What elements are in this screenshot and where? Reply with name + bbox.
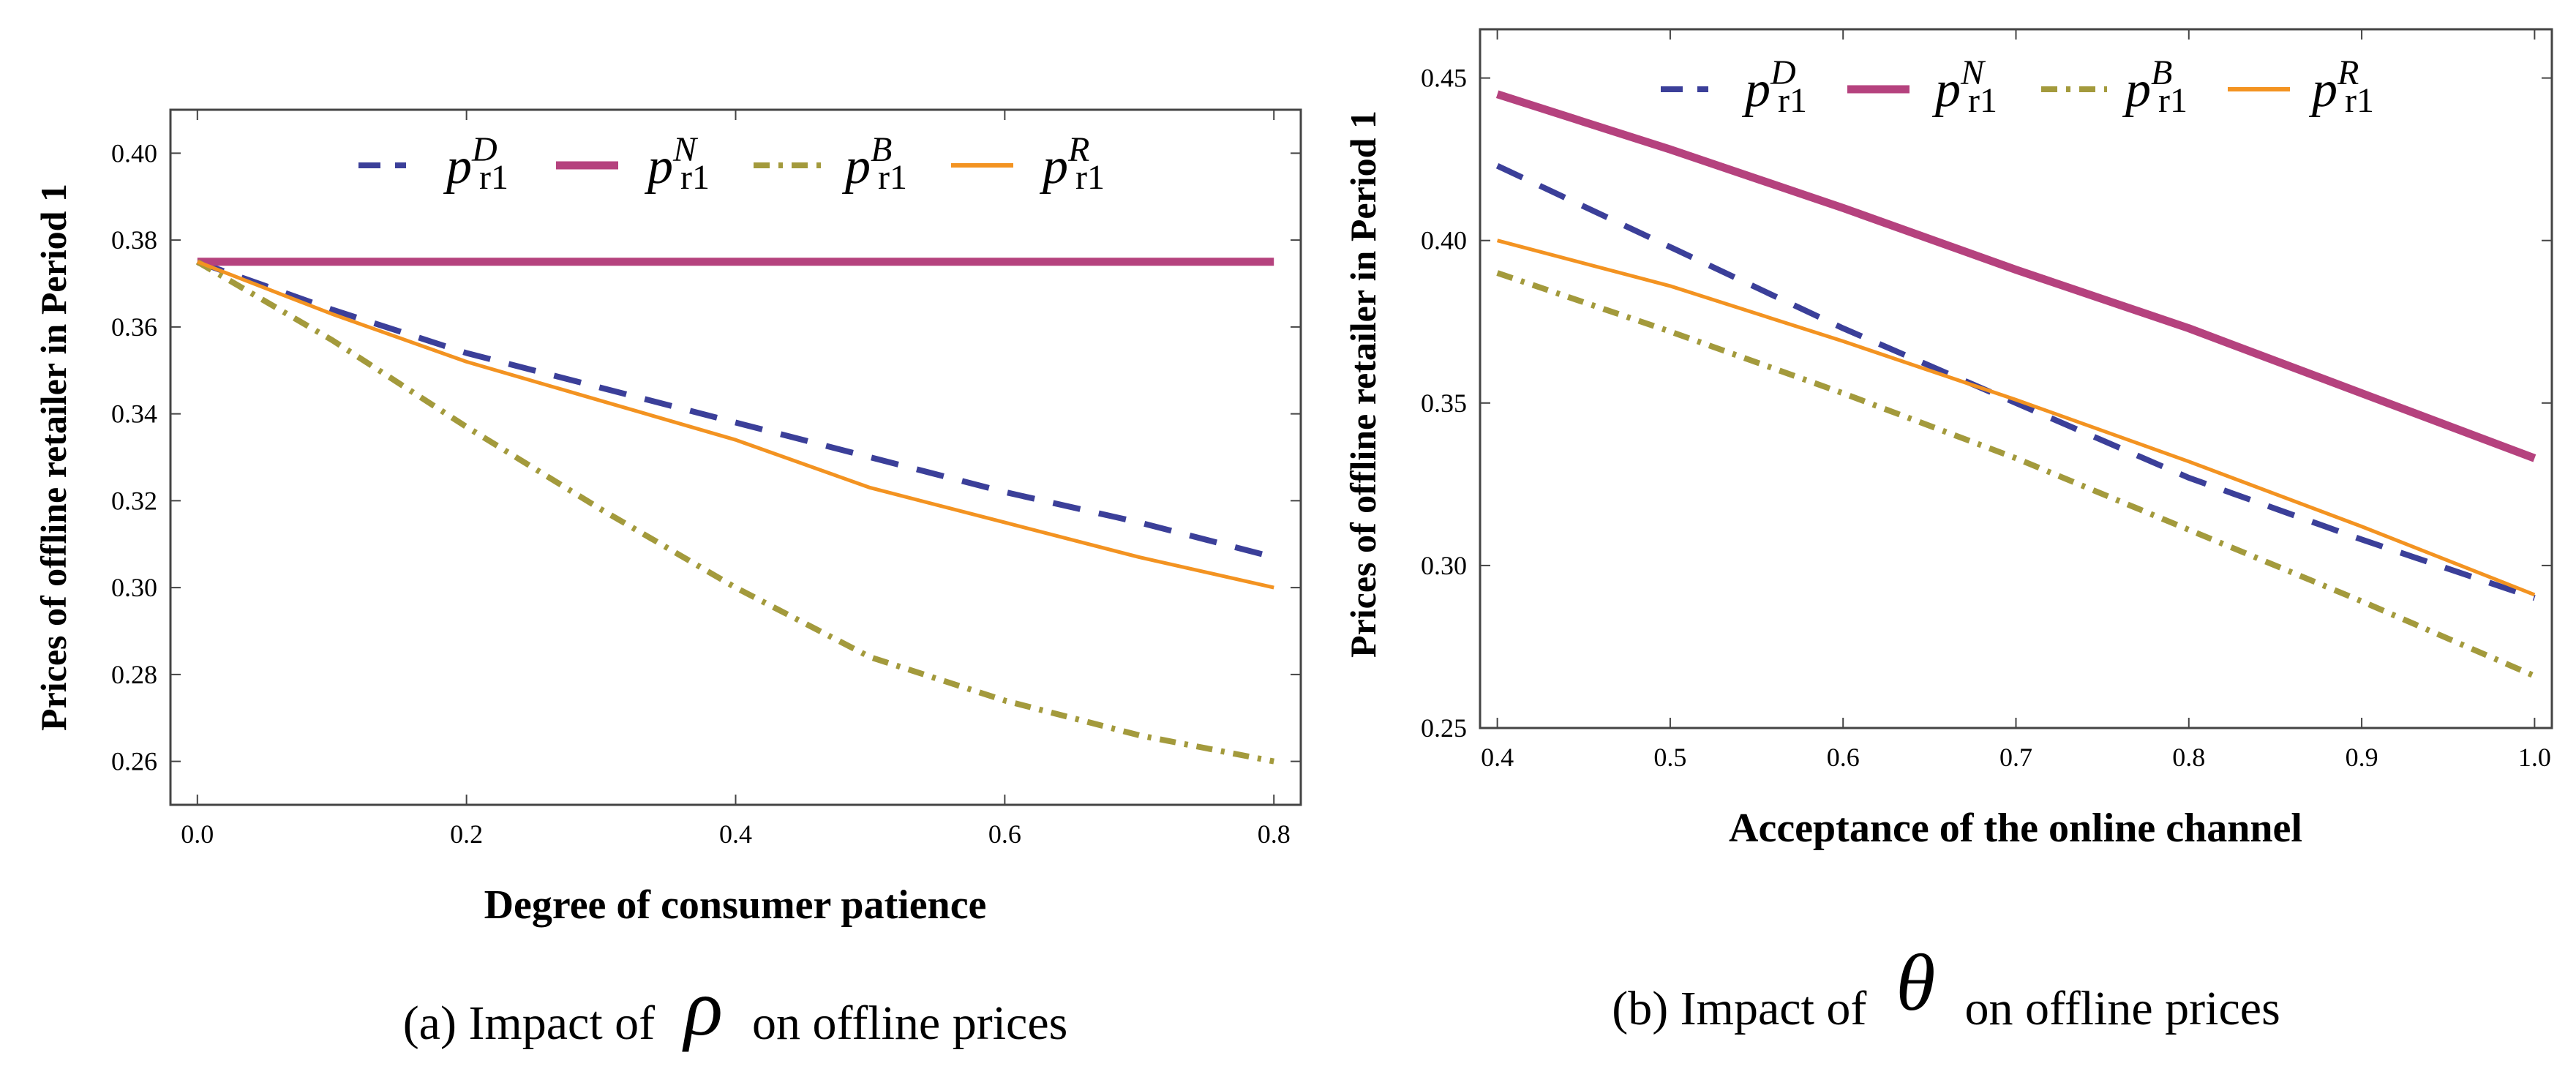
y-tick-label-b: 0.30 [1421,551,1467,580]
legend-a-label-B: pB r1 [841,130,907,197]
legend-a-label-D: pD r1 [443,130,508,197]
y-axis-label-a: Prices of offline retailer in Period 1 [33,184,74,731]
x-tick-label-a: 0.6 [988,819,1021,849]
y-tick-label-b: 0.45 [1421,64,1467,93]
series-line-b-B [1496,270,2536,679]
y-tick-label-a: 0.32 [111,486,157,515]
caption-b: (b) Impact of θ on offline prices [1612,938,2280,1035]
series-line-a-D [196,259,1275,560]
legend-b-item-D: pD r1 [1661,53,1807,120]
legend-b: pD r1 pN r1 pB r1 pR r1 [1661,53,2374,120]
series-line-b-R [1496,239,2536,597]
x-axis-label-a: Degree of consumer patience [484,882,987,928]
y-tick-label-a: 0.38 [111,225,157,255]
y-tick-label-a: 0.40 [111,138,157,168]
x-tick-label-a: 0.4 [719,819,752,849]
x-tick-label-b: 0.4 [1481,743,1514,772]
panel-a: 0.0 0.2 0.4 0.6 0.8 0.26 0.28 0.30 0.32 0.34 0.36 0… [33,108,1302,1052]
plot-frame-b [1479,28,2553,729]
y-tick-label-a: 0.28 [111,660,157,689]
x-tick-label-b: 1.0 [2518,743,2551,772]
x-tick-label-b: 0.7 [1999,743,2032,772]
x-tick-label-b: 0.9 [2346,743,2378,772]
legend-b-label-D: pD r1 [1741,53,1807,120]
x-tick-label-a: 0.2 [450,819,483,849]
y-tick-label-b: 0.25 [1421,713,1467,743]
legend-a-label-R: pR r1 [1039,130,1105,197]
plot-frame-a [169,108,1302,806]
series-line-a-R [196,260,1274,590]
y-tick-label-a: 0.34 [111,399,157,429]
legend-b-item-N: pN r1 [1847,53,1997,120]
x-axis-label-b: Acceptance of the online channel [1729,806,2302,851]
y-tick-label-b: 0.40 [1421,226,1467,255]
y-tick-label-a: 0.26 [111,747,157,776]
series-line-a-B [195,259,1274,765]
y-tick-label-a: 0.36 [111,312,157,342]
ticks-b: 0.4 0.5 0.6 0.7 0.8 0.9 1.0 0.25 0.30 0.35 0.40 0.4… [1421,29,2552,772]
series-b [1495,90,2536,679]
legend-b-label-B: pB r1 [2122,53,2188,120]
legend-a: pD r1 pN r1 pB r1 pR r1 [358,130,1105,197]
series-line-b-N [1495,90,2536,462]
x-tick-label-a: 0.0 [181,819,214,849]
legend-a-label-N: pN r1 [644,130,710,197]
x-tick-label-b: 0.8 [2172,743,2205,772]
legend-a-item-R: pR r1 [951,130,1105,197]
panel-b: 0.4 0.5 0.6 0.7 0.8 0.9 1.0 0.25 0.30 0.35 0.40 0.4… [1343,28,2553,1035]
x-tick-label-b: 0.6 [1827,743,1860,772]
legend-b-item-R: pR r1 [2228,53,2374,120]
legend-b-item-B: pB r1 [2041,53,2188,120]
legend-b-label-R: pR r1 [2308,53,2374,120]
ticks-a: 0.0 0.2 0.4 0.6 0.8 0.26 0.28 0.30 0.32 0.34 0.36 0… [111,110,1301,849]
legend-a-item-B: pB r1 [754,130,907,197]
x-tick-label-a: 0.8 [1258,819,1291,849]
x-tick-label-b: 0.5 [1653,743,1686,772]
caption-a: (a) Impact of ρ on offline prices [403,963,1068,1052]
legend-a-item-D: pD r1 [358,130,508,197]
series-a [195,258,1275,765]
y-axis-label-b: Prices of offline retailer in Period 1 [1343,110,1383,658]
y-tick-label-b: 0.35 [1421,389,1467,418]
series-line-b-D [1495,162,2536,601]
legend-a-item-N: pN r1 [556,130,710,197]
y-tick-label-a: 0.30 [111,573,157,602]
legend-b-label-N: pN r1 [1931,53,1997,120]
